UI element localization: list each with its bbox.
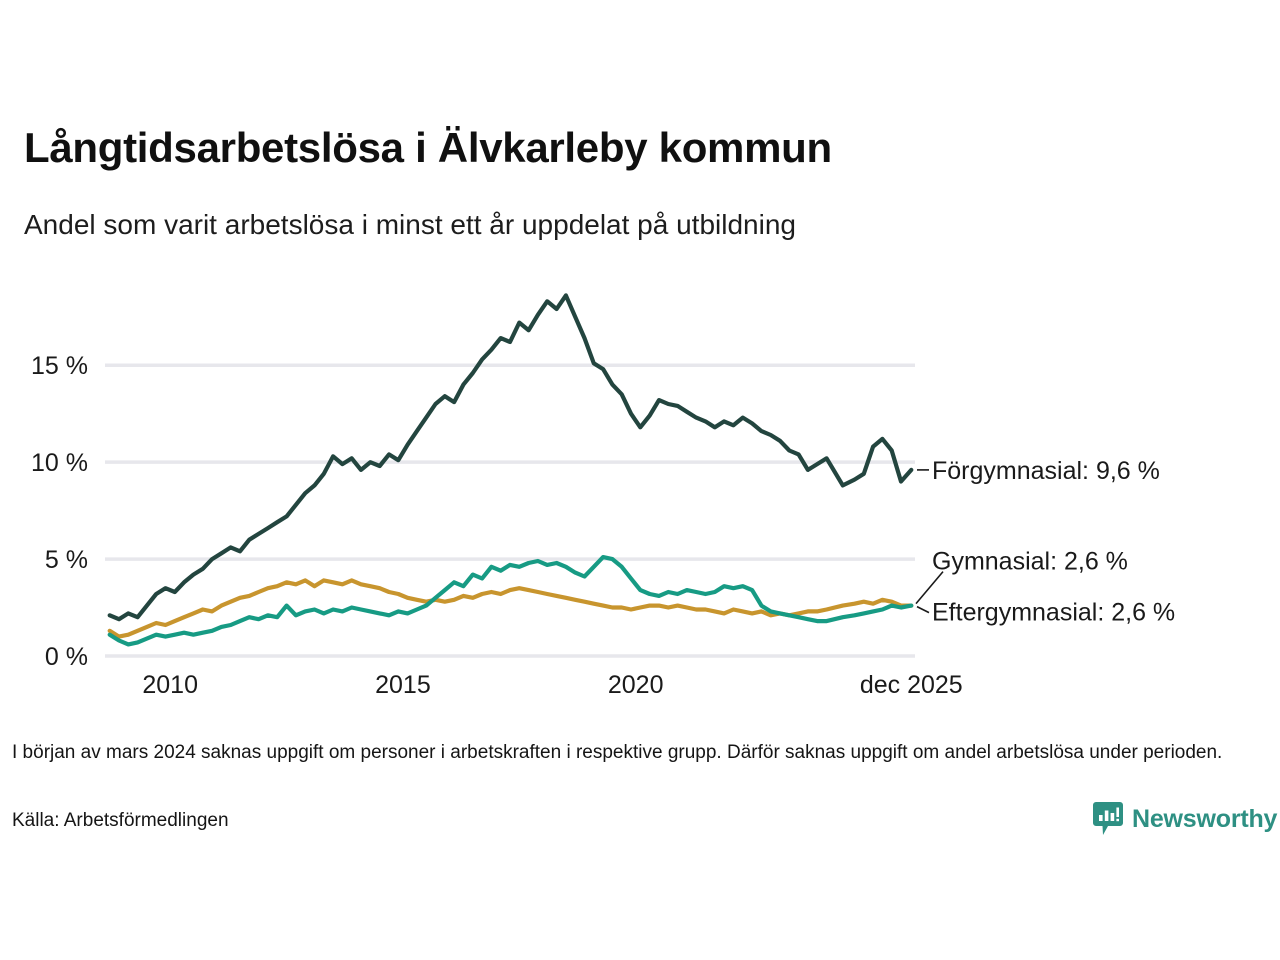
- chart-source: Källa: Arbetsförmedlingen: [12, 810, 229, 831]
- y-axis-labels: 0 % 5 % 10 % 15 %: [31, 352, 88, 671]
- logo-text: Newsworthy: [1132, 804, 1278, 833]
- y-axis-tick-label: 0 %: [45, 643, 88, 671]
- series-line: [107, 578, 914, 639]
- series-line: [107, 293, 914, 622]
- annotation-leaders: Förgymnasial: 9,6 % Gymnasial: 2,6 % Efter…: [915, 457, 1175, 627]
- x-axis-tick-label: 2010: [142, 671, 198, 699]
- line-chart: 0 % 5 % 10 % 15 % 2010 2015 2020 dec 2025 Förg…: [0, 258, 1280, 728]
- leader-line: [915, 571, 944, 605]
- x-axis-labels: 2010 2015 2020 dec 2025: [142, 671, 962, 699]
- x-axis-tick-label: 2015: [375, 671, 431, 699]
- chart-canvas: 0 % 5 % 10 % 15 % 2010 2015 2020 dec 2025 Förg…: [31, 293, 1175, 699]
- page-subtitle: Andel som varit arbetslösa i minst ett å…: [24, 209, 796, 240]
- series-line: [107, 555, 914, 647]
- bar-chart-bubble-icon: [1093, 802, 1123, 835]
- annotation-gymnasial: Gymnasial: 2,6 %: [932, 548, 1128, 576]
- newsworthy-logo: Newsworthy: [1093, 802, 1277, 836]
- chart-footnote: I början av mars 2024 saknas uppgift om …: [12, 742, 1223, 763]
- x-axis-tick-label: dec 2025: [860, 671, 963, 699]
- page-title: Långtidsarbetslösa i Älvkarleby kommun: [24, 124, 832, 171]
- x-axis-tick-label: 2020: [608, 671, 664, 699]
- y-axis-tick-label: 15 %: [31, 352, 88, 380]
- y-axis-tick-label: 10 %: [31, 449, 88, 477]
- gridlines: [105, 363, 915, 658]
- annotation-eftergymnasial: Eftergymnasial: 2,6 %: [932, 599, 1175, 627]
- series-lines: [107, 293, 914, 647]
- y-axis-tick-label: 5 %: [45, 546, 88, 574]
- annotation-forgymnasial: Förgymnasial: 9,6 %: [932, 457, 1160, 485]
- leader-line: [916, 605, 930, 614]
